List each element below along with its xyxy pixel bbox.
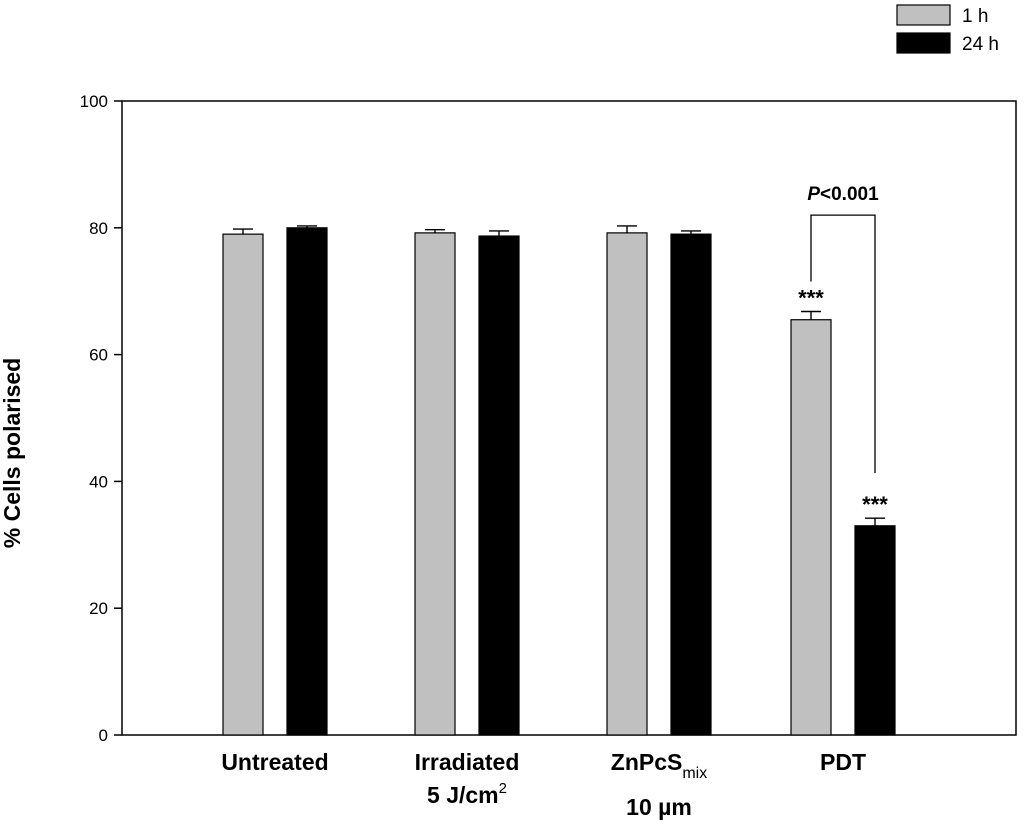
comparison-bracket — [810, 214, 876, 474]
x-category-label: ZnPcSmix — [611, 749, 707, 782]
y-tick-label: 100 — [80, 92, 108, 111]
x-category-label: Irradiated — [415, 749, 520, 775]
y-tick-label: 0 — [99, 726, 108, 745]
bar-24h-2 — [670, 233, 712, 736]
legend-label: 1 h — [962, 6, 988, 27]
x-category-label-line3: 10 µm — [626, 794, 692, 820]
bar-1h-0 — [222, 233, 264, 736]
y-tick-label: 80 — [89, 219, 108, 238]
x-category-label: PDT — [820, 749, 866, 775]
y-tick-label: 20 — [89, 599, 108, 618]
y-axis-title: % Cells polarised — [0, 358, 25, 548]
bar-1h-2 — [606, 232, 648, 736]
significance-marker: *** — [862, 492, 888, 517]
legend-swatch-1h — [896, 4, 951, 26]
bar-24h-3 — [854, 525, 896, 736]
x-category-label: Untreated — [221, 749, 328, 775]
legend-label: 24 h — [962, 34, 999, 55]
p-value-label: P<0.001 — [807, 184, 879, 205]
legend-swatch-24h — [896, 32, 951, 54]
bar-1h-1 — [414, 232, 456, 736]
bar-24h-0 — [286, 227, 328, 736]
bar-1h-3 — [790, 319, 832, 736]
y-tick-label: 60 — [89, 346, 108, 365]
y-tick-label: 40 — [89, 472, 108, 491]
significance-marker: *** — [798, 285, 824, 310]
x-category-label-line2: 5 J/cm2 — [427, 780, 507, 808]
bar-24h-1 — [478, 235, 520, 736]
plot-frame — [121, 100, 1017, 736]
